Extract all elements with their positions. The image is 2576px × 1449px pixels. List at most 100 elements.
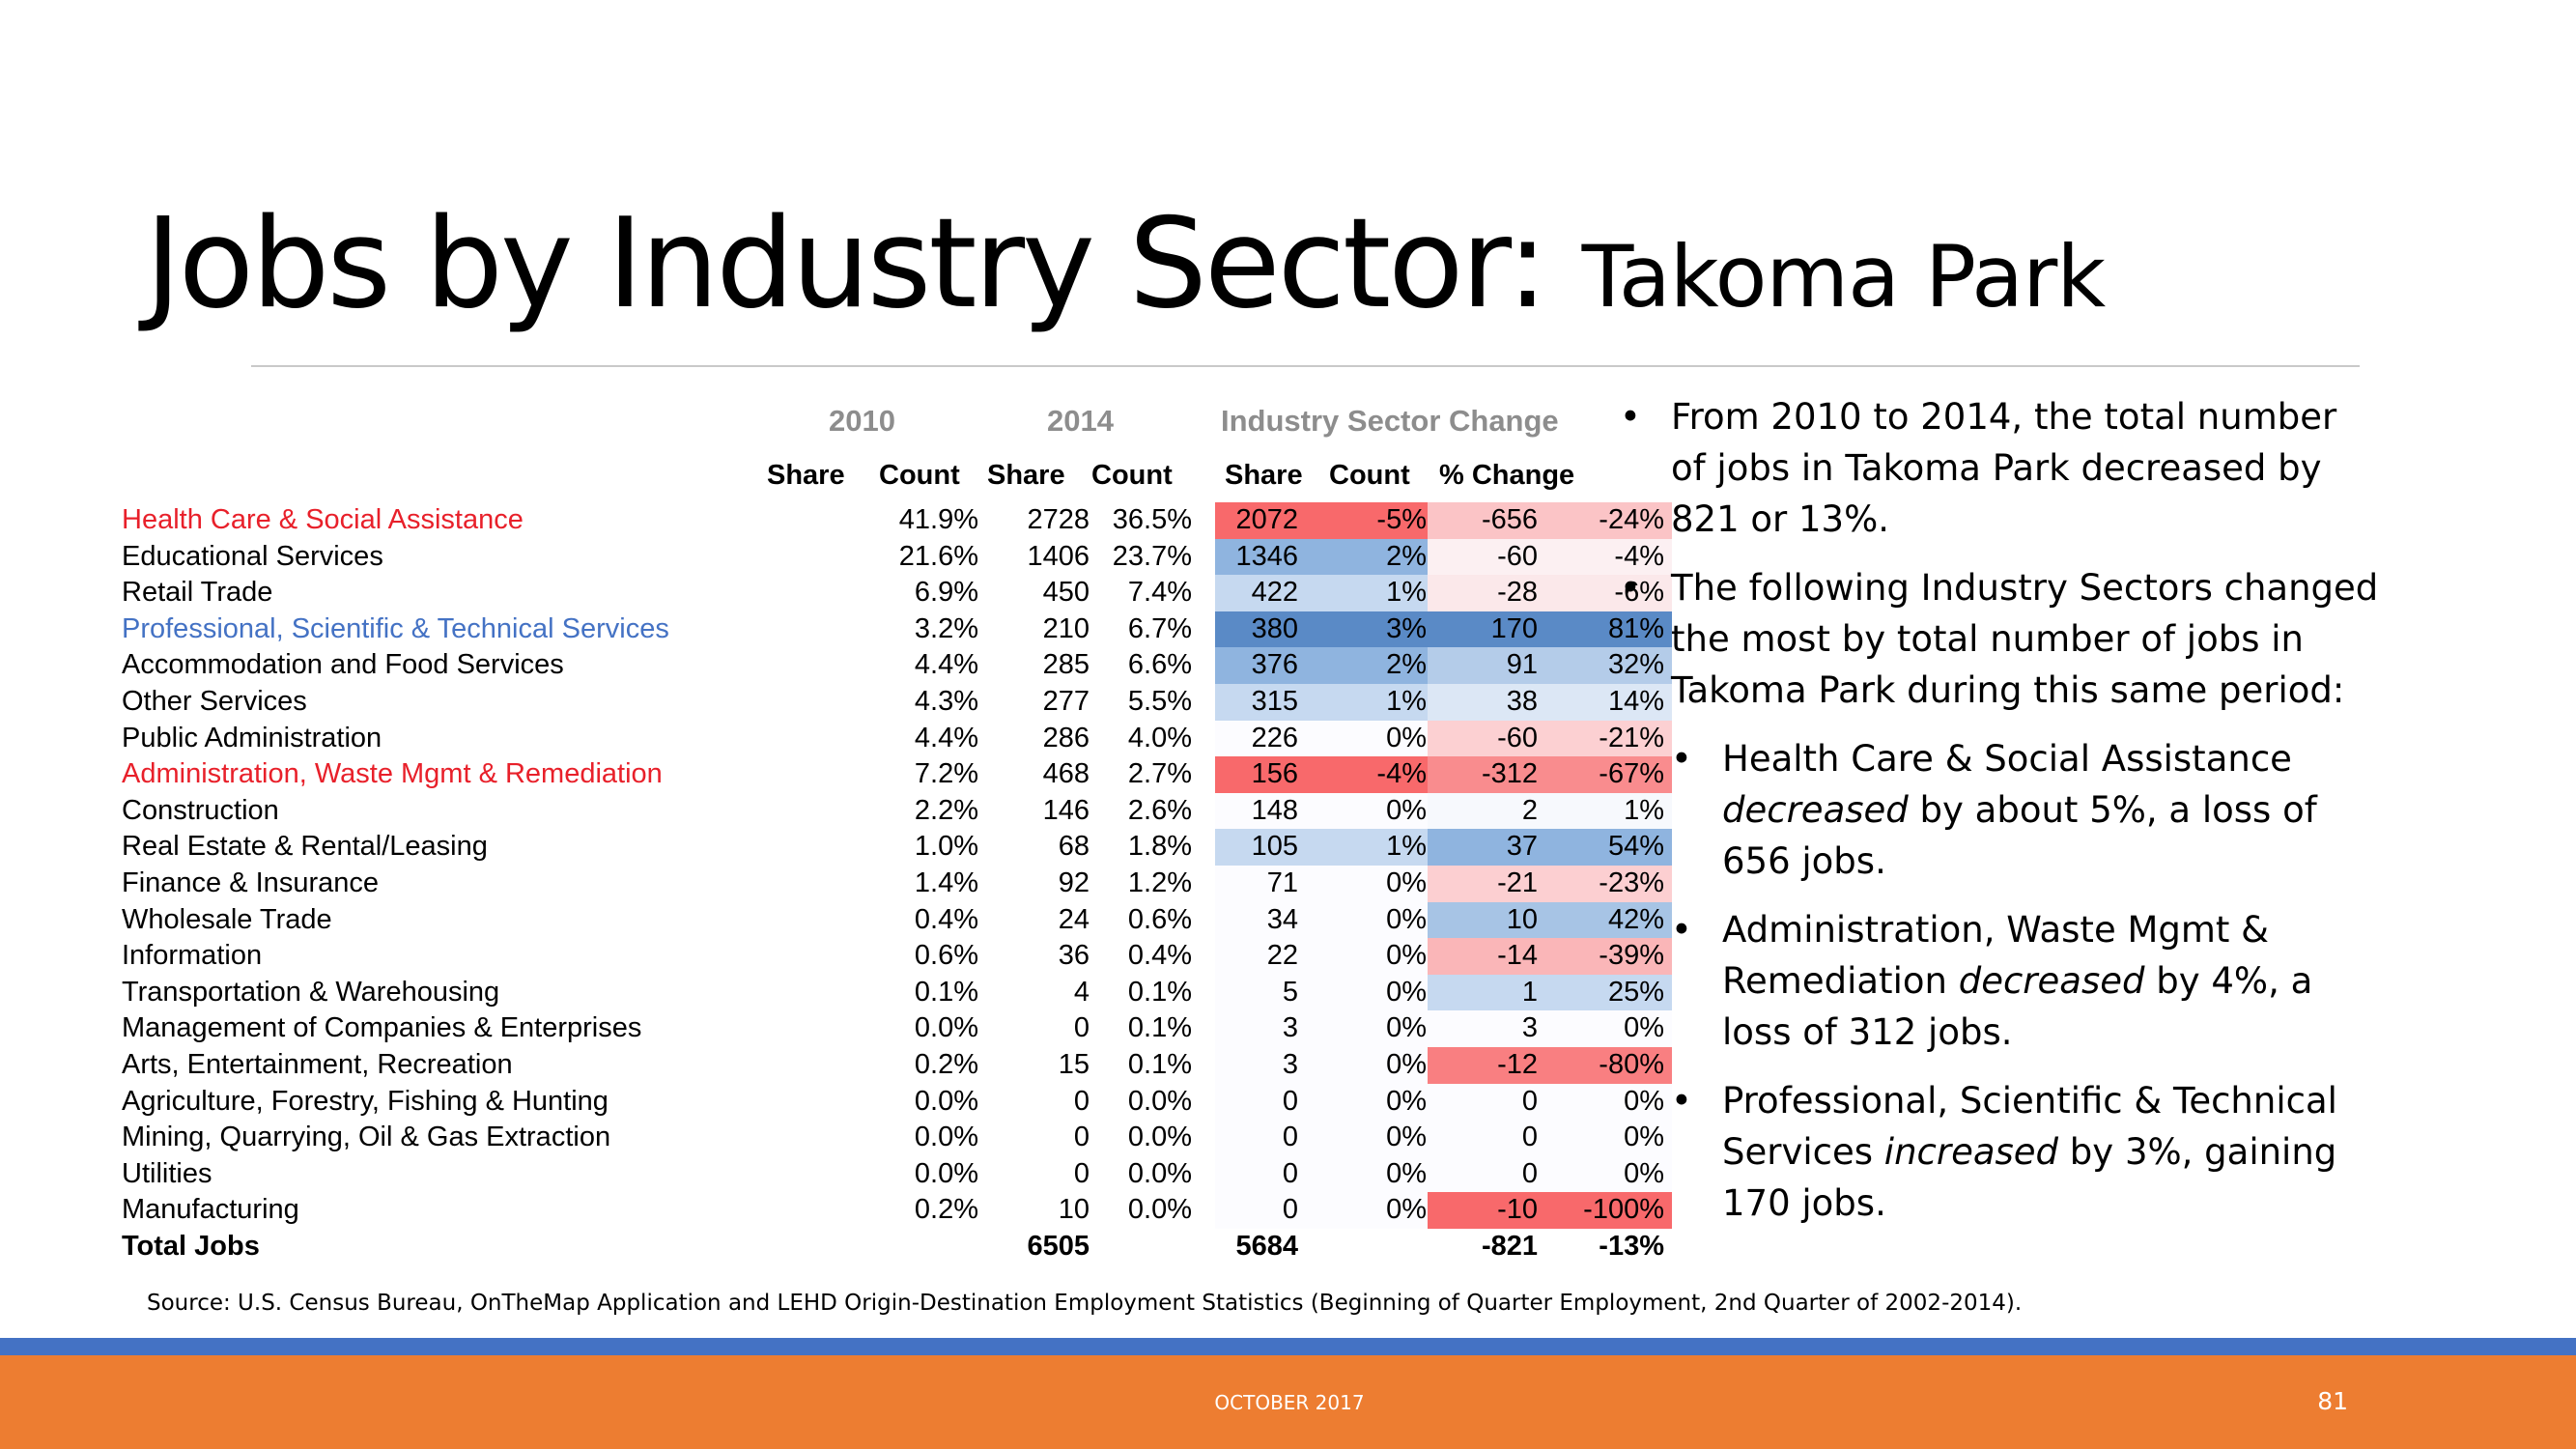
count-2014: 0 <box>1282 1122 1298 1153</box>
table-row: Agriculture, Forestry, Fishing & Hunting… <box>118 1083 1672 1121</box>
share-2010: 0.0% <box>914 1122 978 1153</box>
share-2014: 6.6% <box>1127 649 1192 681</box>
count-2010: 277 <box>1042 686 1090 717</box>
count-2010: 146 <box>1042 794 1090 826</box>
col-change-share: Share <box>1225 460 1303 491</box>
share-2010: 0.0% <box>914 1157 978 1189</box>
change-count: 38 <box>1506 686 1538 717</box>
sector-name: Wholesale Trade <box>122 903 332 935</box>
sector-name: Accommodation and Food Services <box>122 649 564 681</box>
change-share: 0% <box>1386 1122 1427 1153</box>
change-share: 0% <box>1386 1157 1427 1189</box>
change-count: 91 <box>1506 649 1538 681</box>
share-2014: 0.0% <box>1127 1157 1192 1189</box>
change-count: 0 <box>1521 1085 1538 1117</box>
table-row: Information 0.6% 36 0.4% 22 0% -14 -39% <box>118 938 1672 975</box>
table-row: Construction 2.2% 146 2.6% 148 0% 2 1% <box>118 792 1672 830</box>
count-2014: 315 <box>1251 686 1298 717</box>
share-2014: 2.7% <box>1127 758 1192 790</box>
share-2010: 0.0% <box>914 1012 978 1044</box>
heat-cell-share <box>1215 1192 1432 1229</box>
share-2010: 0.1% <box>914 976 978 1008</box>
count-2010: 450 <box>1042 577 1090 609</box>
change-share: 2% <box>1386 649 1427 681</box>
col-share-2014: Share <box>987 460 1065 491</box>
sector-name: Mining, Quarrying, Oil & Gas Extraction <box>122 1122 611 1153</box>
count-2014: 3 <box>1282 1049 1298 1080</box>
heat-cell-share <box>1215 756 1432 793</box>
heat-cell-share <box>1215 720 1432 757</box>
count-2014: 105 <box>1251 831 1298 863</box>
sector-name: Management of Companies & Enterprises <box>122 1012 642 1044</box>
share-2014: 5.5% <box>1127 686 1192 717</box>
share-2010: 4.4% <box>914 649 978 681</box>
share-2010: 6.9% <box>914 577 978 609</box>
share-2010: 4.4% <box>914 722 978 753</box>
total-change-count: -821 <box>1481 1231 1538 1262</box>
sector-name: Manufacturing <box>122 1194 299 1226</box>
count-2010: 36 <box>1058 940 1090 972</box>
col-change-count: Count <box>1329 460 1410 491</box>
change-count: 2 <box>1521 794 1538 826</box>
sector-name: Information <box>122 940 263 972</box>
change-count: -312 <box>1481 758 1538 790</box>
bullet-sectors-changed: The following Industry Sectors changed t… <box>1618 562 2381 716</box>
change-share: 0% <box>1386 976 1427 1008</box>
total-label: Total Jobs <box>122 1231 260 1262</box>
change-share: 0% <box>1386 722 1427 753</box>
heat-cell-share <box>1215 647 1432 684</box>
sector-name: Utilities <box>122 1157 212 1189</box>
count-2014: 156 <box>1251 758 1298 790</box>
share-2014: 1.2% <box>1127 867 1192 898</box>
count-2014: 380 <box>1251 612 1298 644</box>
count-2010: 285 <box>1042 649 1090 681</box>
sector-name: Professional, Scientific & Technical Ser… <box>122 612 669 644</box>
count-2014: 0 <box>1282 1157 1298 1189</box>
table-row: Educational Services 21.6% 1406 23.7% 1346 2%… <box>118 538 1672 576</box>
header-sector-change: Industry Sector Change <box>1221 404 1559 438</box>
count-2010: 1406 <box>1027 540 1090 572</box>
count-2014: 34 <box>1266 903 1298 935</box>
table-row: Arts, Entertainment, Recreation 0.2% 15 0.1… <box>118 1047 1672 1084</box>
count-2014: 0 <box>1282 1085 1298 1117</box>
sector-name: Agriculture, Forestry, Fishing & Hunting <box>122 1085 609 1117</box>
change-share: 0% <box>1386 867 1427 898</box>
count-2014: 3 <box>1282 1012 1298 1044</box>
change-share: 0% <box>1386 1012 1427 1044</box>
change-share: -5% <box>1376 504 1427 535</box>
count-2014: 422 <box>1251 577 1298 609</box>
count-2010: 0 <box>1073 1122 1090 1153</box>
table-row: Real Estate & Rental/Leasing 1.0% 68 1.8% 10… <box>118 829 1672 866</box>
heat-cell-share <box>1215 938 1432 975</box>
share-2014: 1.8% <box>1127 831 1192 863</box>
share-2014: 0.0% <box>1127 1194 1192 1226</box>
col-count-2010: Count <box>879 460 960 491</box>
heat-cell-share <box>1215 1120 1432 1156</box>
footer-blue-band <box>0 1338 2576 1355</box>
sector-name: Arts, Entertainment, Recreation <box>122 1049 513 1080</box>
count-2010: 68 <box>1058 831 1090 863</box>
count-2010: 15 <box>1058 1049 1090 1080</box>
count-2014: 376 <box>1251 649 1298 681</box>
table-row: Accommodation and Food Services 4.4% 285 6.… <box>118 647 1672 684</box>
change-count: -21 <box>1497 867 1538 898</box>
count-2010: 0 <box>1073 1012 1090 1044</box>
count-2010: 4 <box>1073 976 1090 1008</box>
share-2014: 2.6% <box>1127 794 1192 826</box>
table-row: Transportation & Warehousing 0.1% 4 0.1% 5 0%… <box>118 974 1672 1011</box>
sector-name: Administration, Waste Mgmt & Remediation <box>122 758 663 790</box>
bullet-total-decrease: From 2010 to 2014, the total number of j… <box>1618 391 2381 545</box>
count-2014: 148 <box>1251 794 1298 826</box>
share-2010: 0.2% <box>914 1049 978 1080</box>
share-2010: 1.4% <box>914 867 978 898</box>
title-divider <box>251 365 2360 367</box>
share-2014: 23.7% <box>1112 540 1192 572</box>
table-row: Wholesale Trade 0.4% 24 0.6% 34 0% 10 42% <box>118 901 1672 939</box>
sector-name: Public Administration <box>122 722 382 753</box>
count-2014: 5 <box>1282 976 1298 1008</box>
share-2014: 0.0% <box>1127 1085 1192 1117</box>
table-row: Public Administration 4.4% 286 4.0% 226 0% -60… <box>118 720 1672 757</box>
share-2014: 0.6% <box>1127 903 1192 935</box>
count-2010: 2728 <box>1027 504 1090 535</box>
count-2010: 286 <box>1042 722 1090 753</box>
